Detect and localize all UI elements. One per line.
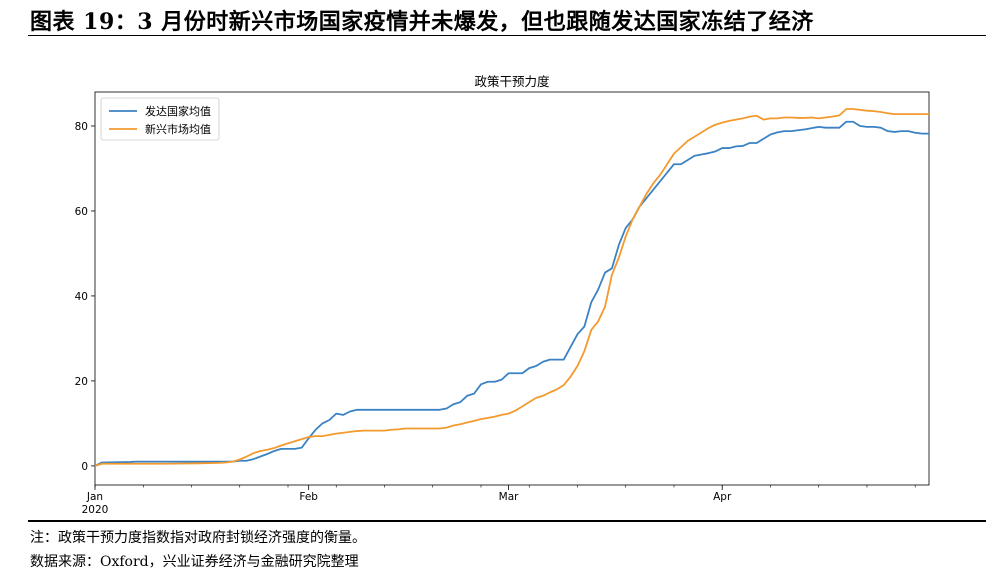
x-tick-label: Mar (499, 491, 519, 503)
chart-container: 政策干预力度 0 20 40 60 80 Jan 2020 Feb Mar Apr 发达国家均值 新兴… (0, 38, 996, 518)
y-tick-label: 40 (75, 291, 88, 303)
footnote: 注：政策干预力度指数指对政府封锁经济强度的衡量。 (30, 530, 366, 546)
figure-title: 图表 19：3 月份时新兴市场国家疫情并未爆发，但也跟随发达国家冻结了经济 (30, 9, 814, 35)
x-tick-label: Apr (713, 491, 732, 503)
footer-divider (28, 520, 986, 522)
y-tick-label: 20 (75, 376, 88, 388)
x-tick-label: Jan (86, 491, 103, 503)
series-line-2 (94, 108, 929, 467)
plot-frame (94, 91, 930, 486)
series-line-1 (94, 120, 929, 467)
x-tick-label: Feb (299, 491, 318, 503)
legend-label-1: 发达国家均值 (145, 104, 211, 118)
data-source: 数据来源：Oxford，兴业证券经济与金融研究院整理 (30, 554, 359, 570)
y-tick-label: 0 (81, 461, 88, 473)
y-tick-label: 80 (75, 121, 88, 133)
report-header: 图表 19：3 月份时新兴市场国家疫情并未爆发，但也跟随发达国家冻结了经济 (0, 0, 996, 38)
x-tick-sublabel: 2020 (82, 504, 109, 516)
chart-title: 政策干预力度 (474, 74, 550, 89)
header-divider (28, 35, 986, 36)
legend-label-2: 新兴市场均值 (145, 122, 211, 136)
y-tick-label: 60 (75, 206, 88, 218)
